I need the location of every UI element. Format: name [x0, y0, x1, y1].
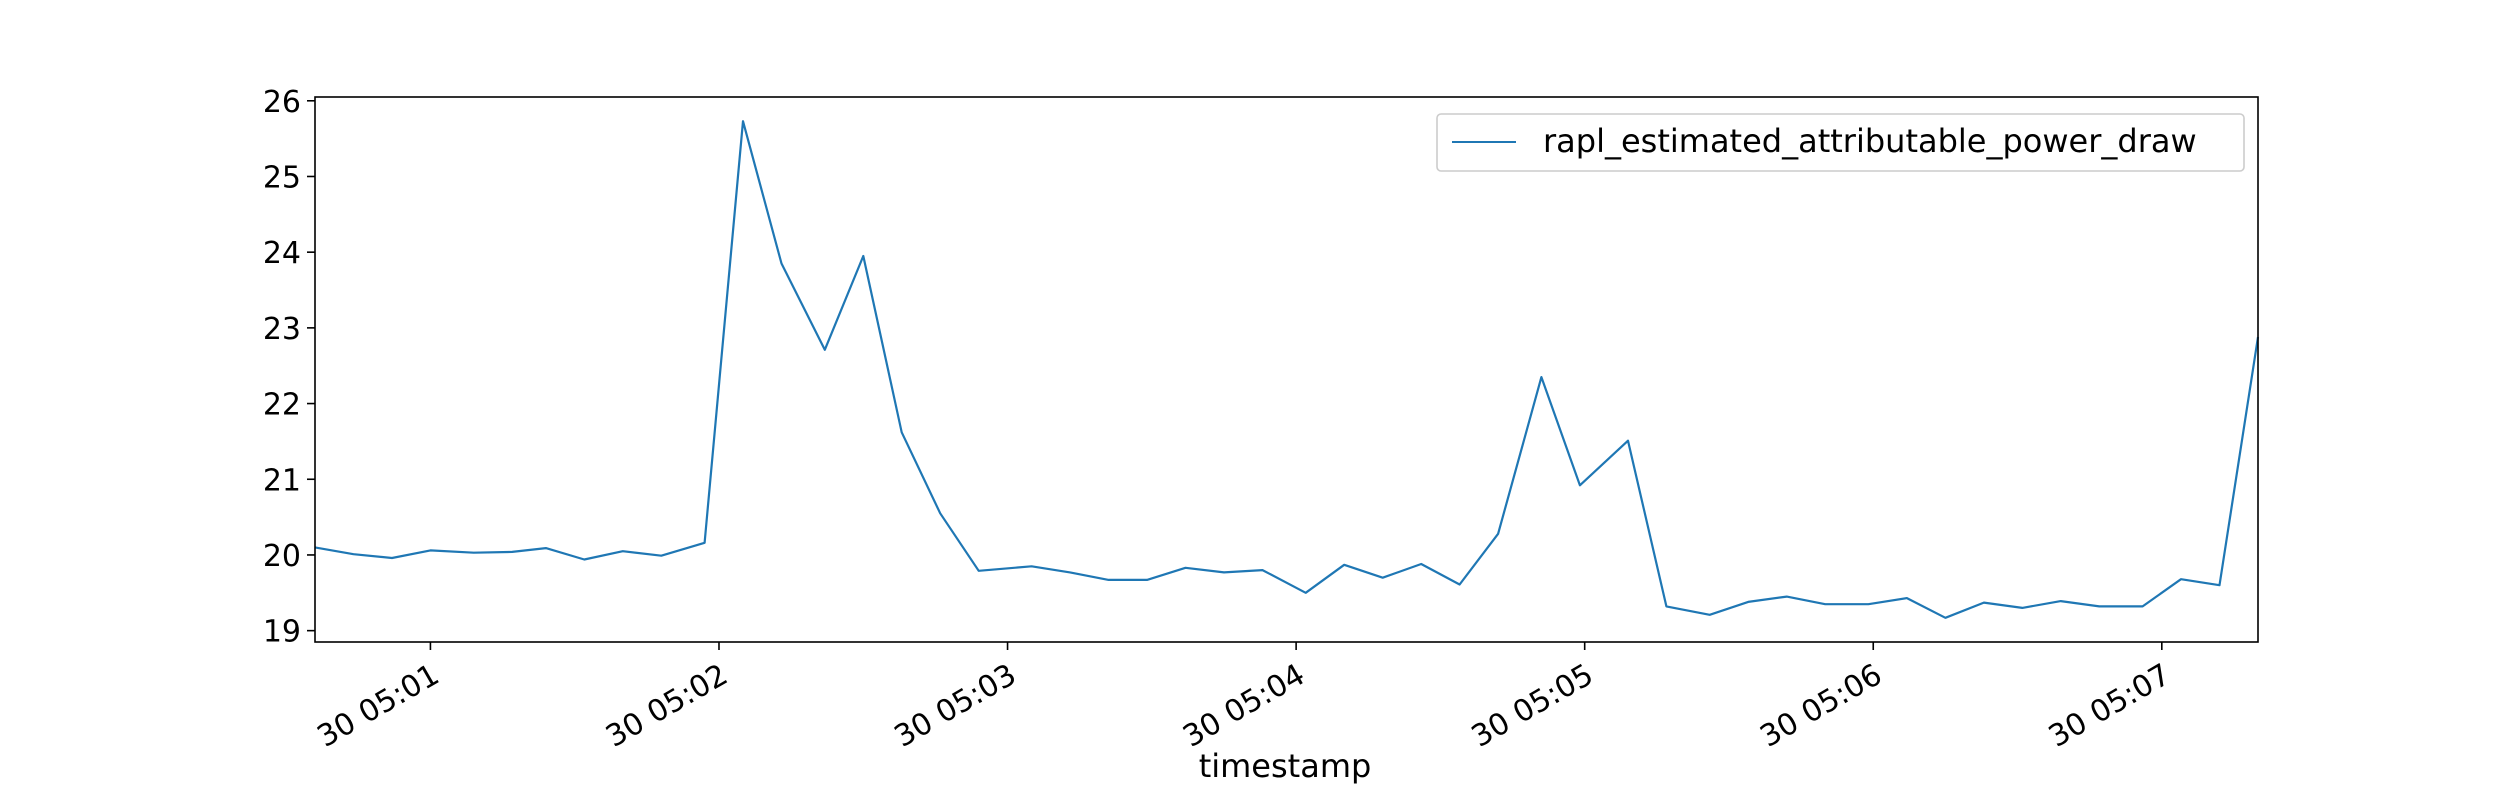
plot-frame: [314, 96, 2259, 643]
y-tick-label: 19: [263, 615, 301, 650]
y-tick-label: 23: [263, 312, 301, 347]
legend: rapl_estimated_attributable_power_draw: [1436, 113, 2245, 172]
x-axis-label: timestamp: [1199, 747, 1372, 785]
legend-label: rapl_estimated_attributable_power_draw: [1543, 122, 2197, 160]
y-axis: 19 20 21 22 23 24 25 26: [263, 85, 315, 650]
series-layer: [314, 120, 2260, 619]
y-tick-label: 20: [263, 539, 301, 574]
y-tick-label: 22: [263, 388, 301, 423]
y-tick-label: 25: [263, 160, 301, 195]
series-line-0: [314, 120, 2260, 619]
legend-box: [1436, 113, 2245, 172]
y-tick-label: 21: [263, 463, 301, 498]
y-tick-label: 26: [263, 85, 301, 120]
y-tick-label: 24: [263, 236, 301, 271]
